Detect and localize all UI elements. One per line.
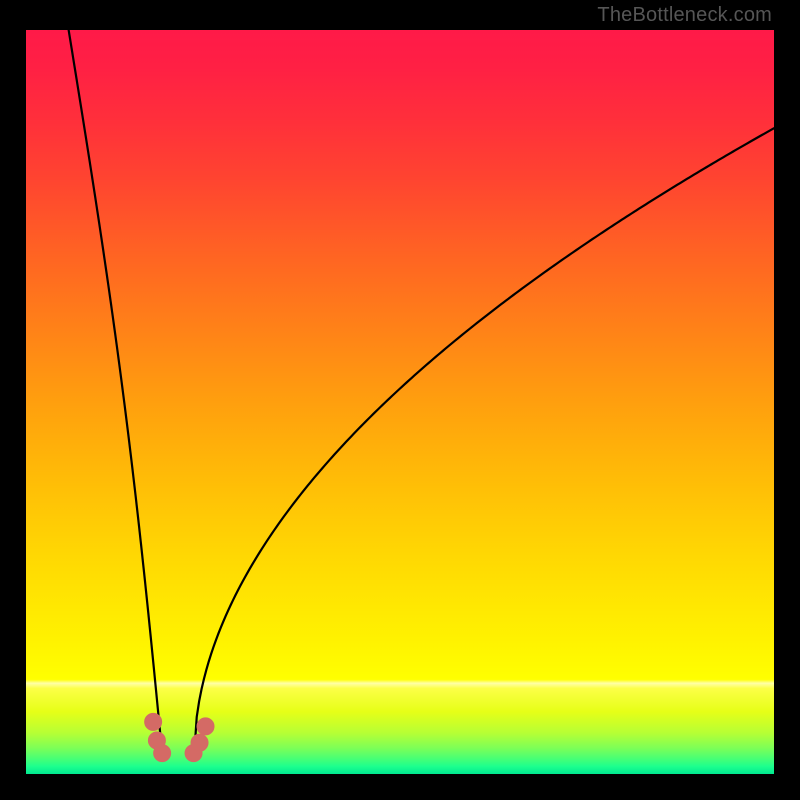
curves-layer <box>26 30 774 774</box>
marker-dot <box>145 713 162 730</box>
watermark-text: TheBottleneck.com <box>597 4 772 27</box>
marker-dot <box>191 734 208 751</box>
marker-dot <box>154 745 171 762</box>
right-branch-curve <box>194 128 774 753</box>
chart-frame: TheBottleneck.com <box>0 0 800 800</box>
plot-area <box>26 30 774 774</box>
left-branch-curve <box>69 30 163 753</box>
marker-dot <box>197 718 214 735</box>
marker-group <box>145 713 214 761</box>
